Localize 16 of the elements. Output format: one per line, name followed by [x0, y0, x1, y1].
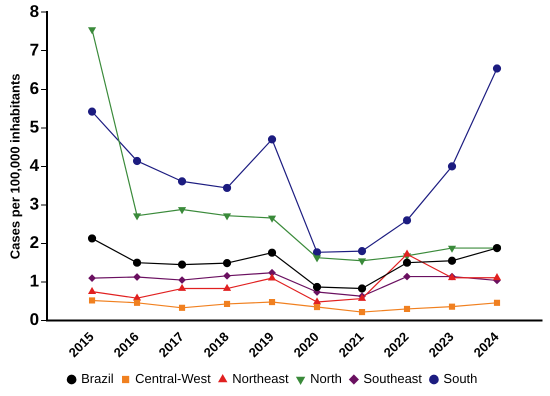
y-tick-label: 6 — [30, 78, 40, 98]
y-tick-label: 2 — [30, 233, 40, 252]
y-tick-label: 1 — [30, 272, 40, 291]
y-tick-label: 3 — [30, 194, 40, 214]
y-tick-label: 7 — [30, 40, 40, 60]
legend-label: Central-West — [135, 371, 212, 386]
legend-label: Brazil — [81, 371, 114, 386]
y-axis-title: Cases per 100,000 inhabitants — [7, 74, 22, 260]
y-tick-label: 8 — [30, 2, 40, 21]
y-tick-label: 0 — [30, 310, 40, 330]
legend-label: Northeast — [232, 371, 289, 386]
y-tick-label: 5 — [30, 118, 40, 137]
legend-label: North — [310, 371, 342, 386]
legend-label: Southeast — [363, 371, 422, 386]
legend-label: South — [443, 371, 478, 386]
y-tick-label: 4 — [30, 156, 40, 176]
